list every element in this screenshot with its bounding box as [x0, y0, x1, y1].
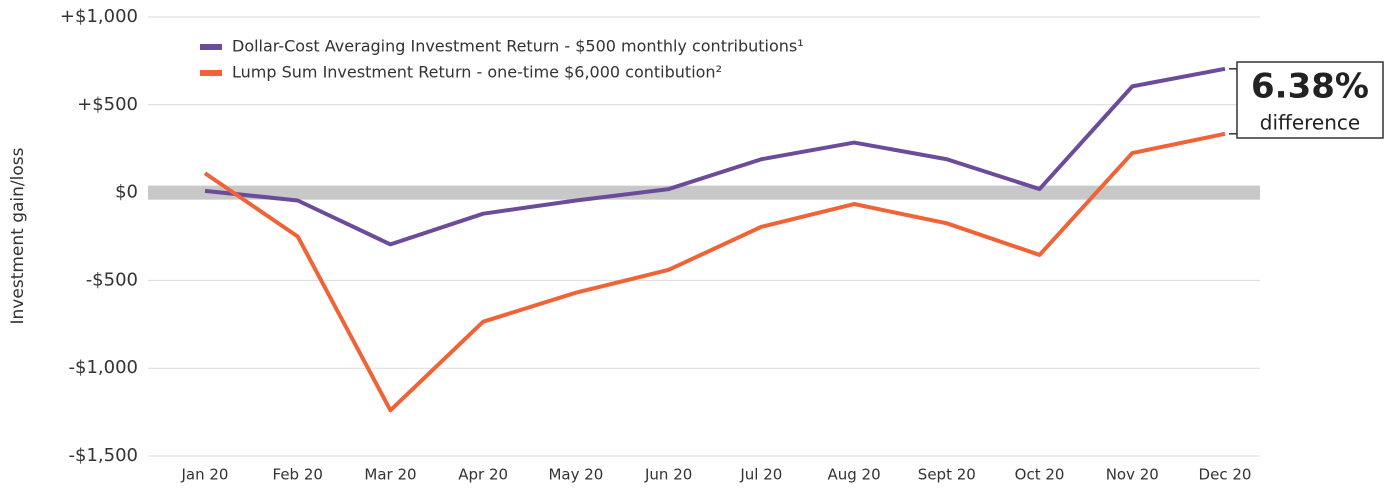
x-tick-label: Mar 20 [364, 466, 416, 484]
x-tick-label: Jan 20 [181, 466, 229, 484]
x-tick-label: Jun 20 [644, 466, 692, 484]
annotation-text: difference [1260, 111, 1360, 135]
y-tick-label: +$1,000 [60, 6, 138, 27]
annotation-box [1236, 61, 1384, 139]
y-tick-label: -$1,500 [69, 445, 138, 466]
x-tick-label: Sept 20 [918, 466, 976, 484]
x-tick-label: Aug 20 [828, 466, 881, 484]
y-tick-label: -$1,000 [69, 357, 138, 378]
x-tick-label: Oct 20 [1015, 466, 1065, 484]
series-line [203, 131, 1226, 413]
x-tick-label: Dec 20 [1199, 466, 1252, 484]
y-axis-label: Investment gain/loss [8, 147, 28, 324]
y-tick-label: +$500 [77, 94, 138, 115]
x-tick-label: Nov 20 [1106, 466, 1159, 484]
legend-label: Dollar-Cost Averaging Investment Return … [232, 37, 804, 56]
x-tick-label: Feb 20 [273, 466, 323, 484]
legend-label: Lump Sum Investment Return - one-time $6… [232, 63, 722, 82]
x-tick-label: Jul 20 [739, 466, 782, 484]
series-line [204, 66, 1226, 247]
x-tick-label: Apr 20 [458, 466, 508, 484]
annotation-value: 6.38% [1251, 67, 1369, 107]
y-tick-label: -$500 [86, 269, 138, 290]
x-tick-label: May 20 [548, 466, 603, 484]
y-tick-label: $0 [115, 182, 138, 203]
